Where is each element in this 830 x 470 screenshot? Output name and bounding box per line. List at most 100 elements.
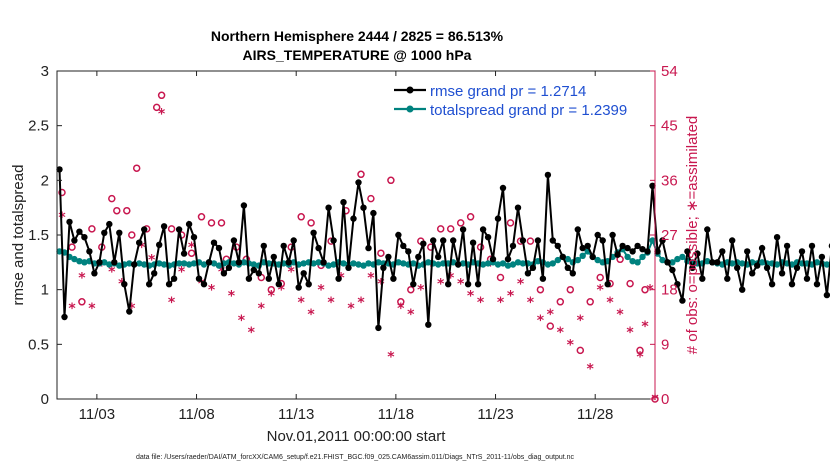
y2-tick-label-1: 9 bbox=[661, 336, 669, 353]
obs-assimilated-point-46: * bbox=[517, 277, 525, 293]
obs-assimilated-point-22: * bbox=[278, 283, 286, 299]
obs-assimilated-point-27: * bbox=[327, 295, 335, 311]
obs-assimilated-point-58: * bbox=[636, 350, 644, 366]
spread-point-51 bbox=[310, 260, 317, 267]
rmse-point-113 bbox=[619, 242, 626, 250]
obs-possible-point-41 bbox=[456, 219, 465, 227]
rmse-point-145 bbox=[778, 270, 786, 277]
rmse-point-45 bbox=[280, 242, 287, 250]
obs-assimilated-point-9: * bbox=[148, 252, 156, 268]
rmse-point-51 bbox=[310, 229, 317, 236]
rmse-point-20 bbox=[156, 241, 163, 248]
spread-point-16 bbox=[136, 260, 143, 267]
spread-point-61 bbox=[360, 262, 367, 269]
spread-point-108 bbox=[594, 256, 601, 264]
rmse-point-129 bbox=[699, 275, 706, 282]
obs-assimilated-point-45: * bbox=[507, 289, 515, 305]
rmse-point-40 bbox=[255, 270, 262, 277]
obs-possible-point-9 bbox=[132, 164, 141, 172]
rmse-point-108 bbox=[594, 231, 601, 239]
rmse-point-58 bbox=[345, 264, 352, 271]
rmse-point-142 bbox=[763, 264, 771, 271]
rmse-point-54 bbox=[325, 204, 332, 211]
obs-possible-point-17 bbox=[207, 219, 216, 227]
obs-possible-point-45 bbox=[496, 273, 505, 282]
rmse-point-63 bbox=[370, 209, 377, 217]
chart-title: Northern Hemisphere 2444 / 2825 = 86.513… bbox=[211, 28, 504, 44]
obs-assimilated-point-17: * bbox=[228, 289, 236, 305]
rmse-point-72 bbox=[415, 253, 422, 261]
rmse-point-90 bbox=[504, 255, 512, 263]
spread-point-27 bbox=[190, 260, 198, 267]
spread-point-100 bbox=[554, 256, 561, 264]
chart-subtitle: AIRS_TEMPERATURE @ 1000 hPa bbox=[243, 47, 472, 63]
obs-possible-point-27 bbox=[307, 219, 315, 227]
rmse-point-36 bbox=[235, 259, 243, 266]
obs-assimilated-point-33: * bbox=[387, 350, 395, 366]
spread-point-29 bbox=[200, 261, 208, 268]
rmse-point-150 bbox=[803, 275, 811, 282]
rmse-point-78 bbox=[445, 281, 452, 288]
spread-point-52 bbox=[315, 259, 322, 266]
spread-point-137 bbox=[739, 260, 746, 267]
rmse-point-128 bbox=[694, 250, 701, 257]
spread-point-68 bbox=[395, 259, 402, 266]
spread-point-37 bbox=[240, 259, 248, 266]
rmse-point-53 bbox=[320, 259, 327, 266]
rmse-point-50 bbox=[305, 281, 312, 288]
rmse-point-85 bbox=[479, 226, 487, 233]
legend: rmse grand pr = 1.2714 totalspread grand… bbox=[388, 80, 650, 120]
rmse-point-111 bbox=[609, 231, 616, 239]
rmse-point-153 bbox=[818, 253, 826, 261]
spread-point-35 bbox=[230, 260, 238, 267]
obs-possible-point-59 bbox=[636, 346, 644, 355]
rmse-point-89 bbox=[499, 184, 507, 192]
obs-assimilated-point-60: * bbox=[646, 283, 654, 299]
spread-point-102 bbox=[564, 255, 571, 263]
rmse-point-23 bbox=[170, 275, 178, 282]
rmse-point-141 bbox=[758, 244, 766, 252]
obs-possible-point-54 bbox=[586, 298, 594, 306]
y2-tick-label-2: 18 bbox=[661, 282, 678, 299]
x-tick-label-4: 11/23 bbox=[477, 406, 513, 423]
spread-point-135 bbox=[729, 260, 736, 267]
rmse-point-48 bbox=[295, 284, 302, 291]
spread-point-119 bbox=[649, 237, 656, 244]
rmse-point-24 bbox=[175, 226, 183, 233]
y2-tick-label-6: 54 bbox=[661, 63, 678, 80]
rmse-point-97 bbox=[539, 275, 547, 282]
obs-possible-point-2 bbox=[78, 298, 86, 306]
spread-point-59 bbox=[350, 260, 357, 267]
legend-spread-marker bbox=[406, 105, 414, 113]
obs-assimilated-point-25: * bbox=[307, 307, 315, 323]
obs-assimilated-point-11: * bbox=[168, 295, 176, 311]
obs-possible-point-11 bbox=[152, 103, 161, 112]
y-axis-label: rmse and totalspread bbox=[10, 165, 27, 306]
rmse-point-13 bbox=[121, 281, 128, 288]
obs-assimilated-point-1: * bbox=[68, 301, 76, 317]
rmse-point-104 bbox=[574, 226, 581, 233]
obs-assimilated-point-59: * bbox=[641, 319, 649, 335]
spread-point-57 bbox=[340, 260, 347, 267]
obs-assimilated-point-51: * bbox=[567, 337, 575, 353]
obs-possible-point-5 bbox=[108, 194, 116, 203]
obs-assimilated-point-10: * bbox=[158, 107, 166, 123]
obs-possible-point-50 bbox=[546, 322, 555, 330]
y2-tick-label-0: 0 bbox=[661, 391, 669, 408]
rmse-point-117 bbox=[639, 246, 646, 253]
rmse-point-6 bbox=[86, 248, 93, 255]
obs-assimilated-point-3: * bbox=[88, 301, 96, 317]
obs-assimilated-point-2: * bbox=[78, 271, 86, 287]
rmse-point-43 bbox=[270, 253, 277, 261]
rmse-point-88 bbox=[494, 215, 502, 222]
spread-point-9 bbox=[101, 259, 108, 266]
rmse-point-91 bbox=[509, 242, 517, 250]
spread-point-125 bbox=[679, 253, 686, 261]
rmse-point-28 bbox=[195, 275, 203, 282]
y2-tick-label-3: 27 bbox=[661, 227, 678, 244]
rmse-point-130 bbox=[704, 226, 711, 233]
rmse-point-148 bbox=[793, 264, 801, 271]
obs-possible-point-34 bbox=[387, 176, 395, 185]
y-tick-label-3: 1.5 bbox=[28, 227, 49, 244]
obs-possible-point-3 bbox=[88, 225, 96, 233]
